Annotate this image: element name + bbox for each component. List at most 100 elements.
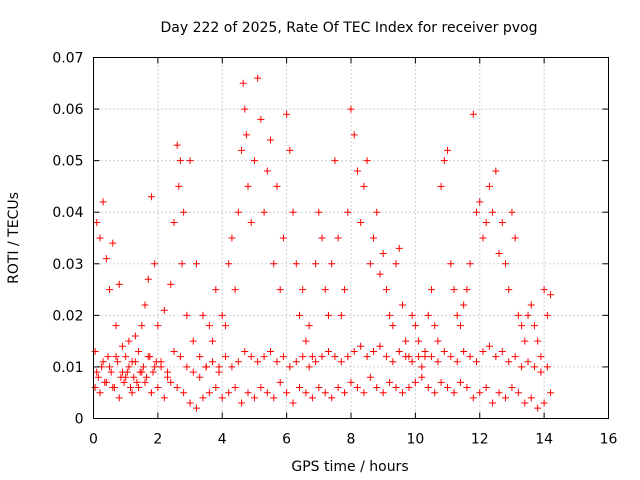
data-point	[157, 358, 165, 366]
x-tick-label: 8	[347, 432, 356, 448]
data-point	[160, 394, 168, 402]
data-point	[379, 249, 387, 257]
data-point	[221, 353, 229, 361]
data-point	[386, 378, 394, 386]
data-point	[376, 342, 384, 350]
data-point	[521, 399, 529, 407]
data-point	[109, 239, 117, 247]
data-point	[321, 286, 329, 294]
data-point	[405, 384, 413, 392]
data-point	[205, 389, 213, 397]
data-point	[469, 394, 477, 402]
data-point	[289, 208, 297, 216]
data-point	[151, 260, 159, 268]
data-point	[363, 353, 371, 361]
data-point	[273, 358, 281, 366]
data-point	[395, 244, 403, 252]
data-point	[492, 353, 500, 361]
plot-frame	[93, 57, 609, 419]
data-point	[283, 110, 291, 118]
data-point	[427, 353, 435, 361]
data-point	[193, 260, 200, 268]
data-point	[127, 384, 135, 392]
data-point	[431, 389, 439, 397]
data-point	[180, 389, 188, 397]
data-point	[239, 79, 247, 87]
data-point	[312, 358, 320, 366]
data-point	[444, 384, 452, 392]
data-point	[279, 353, 287, 361]
data-point	[244, 389, 252, 397]
data-point	[292, 358, 300, 366]
data-point	[305, 322, 313, 330]
data-point	[225, 389, 233, 397]
data-point	[543, 363, 551, 371]
data-point	[267, 136, 275, 144]
data-point	[460, 347, 468, 355]
data-point	[276, 286, 284, 294]
data-point	[199, 311, 207, 319]
data-point	[99, 358, 107, 366]
data-point	[530, 363, 538, 371]
data-point	[334, 234, 342, 242]
data-point	[389, 358, 397, 366]
data-point	[186, 157, 194, 165]
data-point	[96, 389, 104, 397]
data-point	[234, 208, 242, 216]
data-point	[91, 347, 99, 355]
data-point	[540, 399, 548, 407]
data-point	[473, 208, 481, 216]
data-point	[296, 311, 303, 319]
data-point	[109, 384, 117, 392]
x-tick-label: 0	[89, 432, 98, 448]
data-point	[241, 347, 249, 355]
data-point	[341, 286, 349, 294]
data-point	[427, 286, 435, 294]
data-point	[305, 363, 313, 371]
data-point	[144, 275, 152, 283]
data-point	[437, 182, 445, 190]
data-point	[453, 311, 461, 319]
data-point	[514, 311, 522, 319]
data-point	[118, 368, 126, 376]
data-point	[215, 368, 223, 376]
data-point	[257, 115, 265, 123]
y-tick-label: 0.04	[52, 205, 83, 221]
data-point	[263, 167, 271, 175]
data-point	[247, 219, 255, 227]
data-point	[231, 286, 239, 294]
data-point	[418, 373, 426, 381]
data-point	[141, 378, 149, 386]
data-point	[434, 358, 442, 366]
data-point	[308, 394, 316, 402]
data-point	[421, 347, 429, 355]
data-point	[209, 337, 217, 345]
data-point	[502, 394, 509, 402]
data-point	[139, 363, 147, 371]
data-point	[94, 373, 102, 381]
data-point	[180, 208, 188, 216]
data-point	[238, 399, 246, 407]
data-point	[102, 255, 110, 263]
data-point	[93, 368, 101, 376]
data-point	[456, 378, 464, 386]
data-point	[492, 167, 500, 175]
data-point	[244, 182, 252, 190]
data-point	[527, 301, 535, 309]
data-point	[408, 358, 416, 366]
data-point	[341, 389, 349, 397]
data-point	[138, 322, 146, 330]
data-point	[479, 234, 487, 242]
data-point	[415, 337, 423, 345]
data-point	[505, 358, 513, 366]
data-point	[540, 286, 548, 294]
data-point	[143, 373, 151, 381]
data-point	[147, 193, 155, 201]
data-point	[186, 399, 194, 407]
data-point	[276, 378, 284, 386]
data-point	[122, 373, 130, 381]
data-point	[141, 301, 149, 309]
data-point	[324, 347, 332, 355]
data-point	[122, 353, 130, 361]
data-point	[347, 378, 355, 386]
